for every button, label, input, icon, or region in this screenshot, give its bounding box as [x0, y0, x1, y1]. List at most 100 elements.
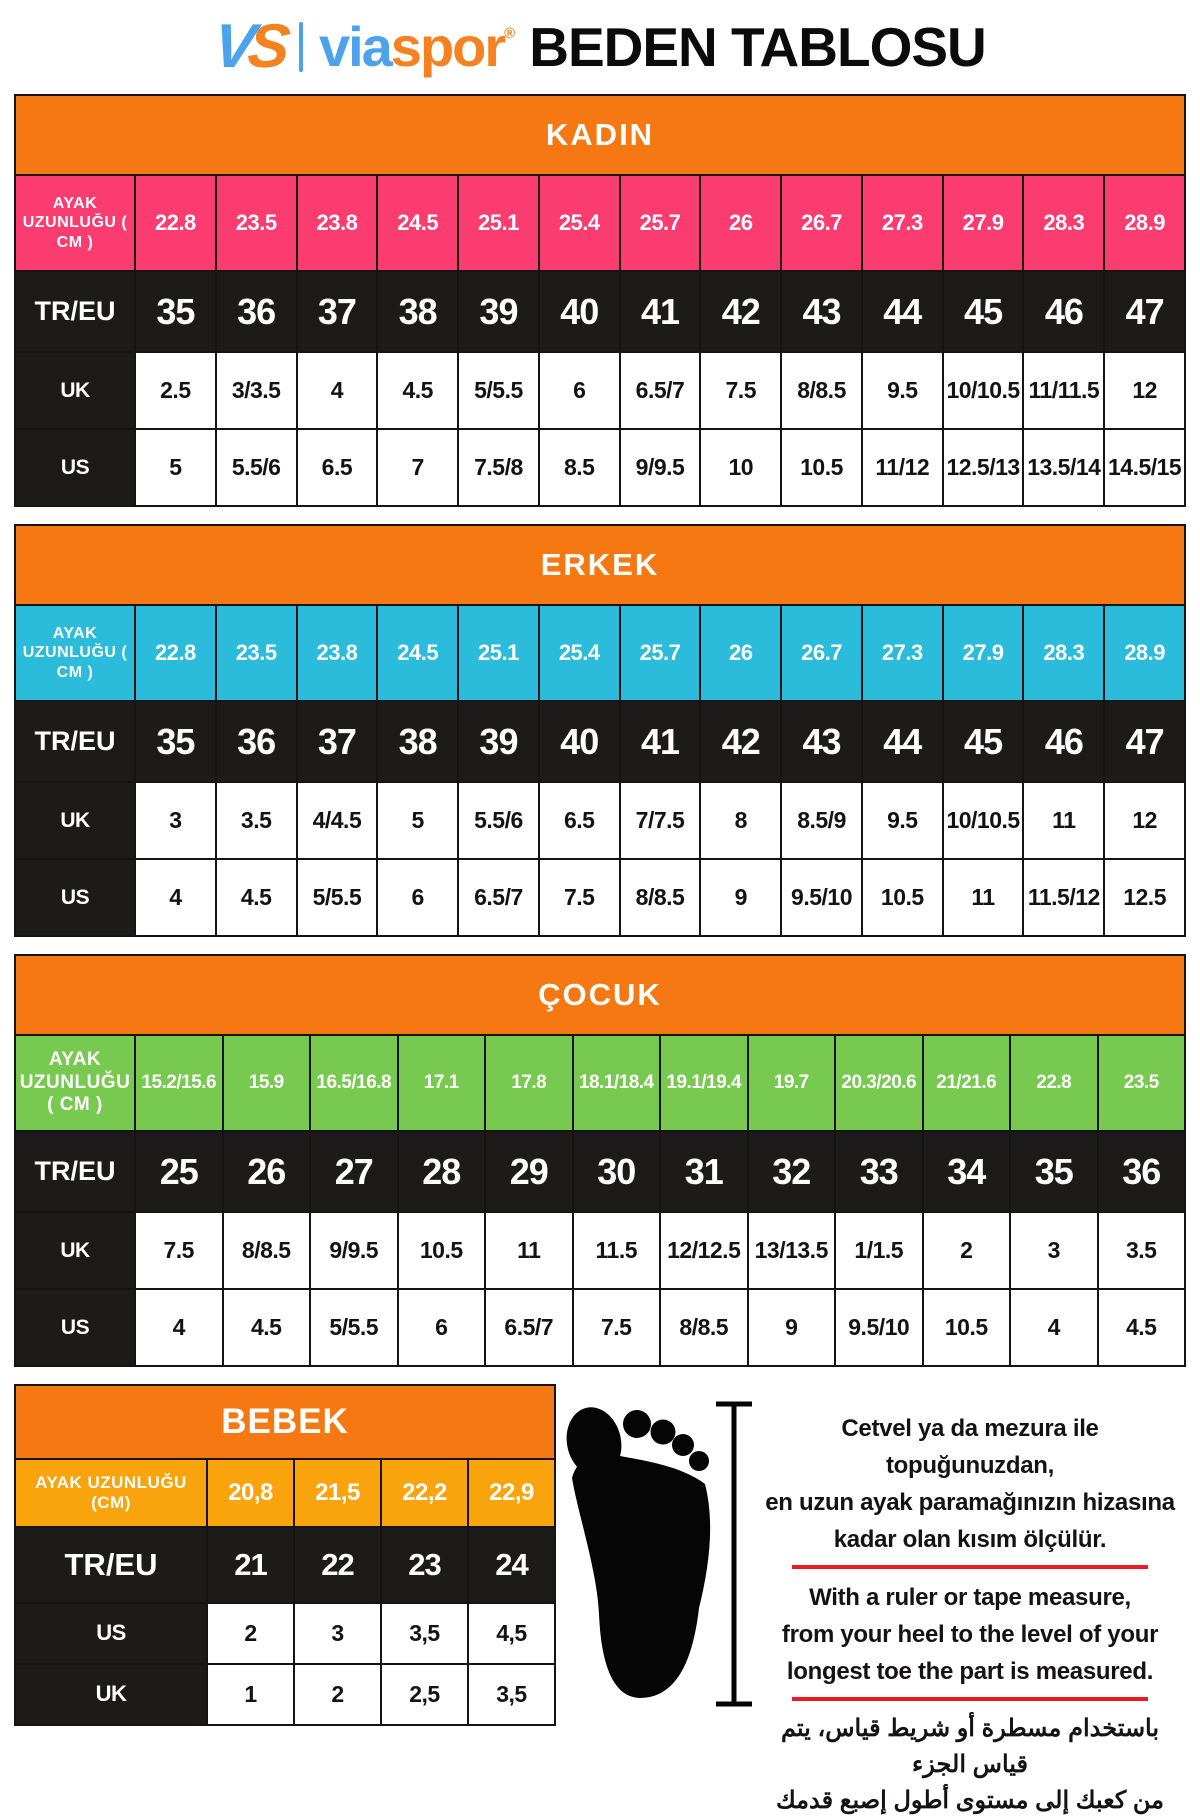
cocuk-cm-cell: 19.1/19.4: [659, 1036, 747, 1130]
erkek-uk-cell: 10/10.5: [941, 783, 1023, 858]
erkek-uk-cell: 4/4.5: [295, 783, 377, 858]
wordmark-spor: spor: [390, 15, 506, 78]
bebek-row-us: US 2 3 3,5 4,5: [16, 1602, 554, 1663]
erkek-us-cell: 9: [699, 860, 780, 935]
erkek-tr-eu-cell: 47: [1103, 702, 1184, 781]
cocuk-row-cm: AYAK UZUNLUĞU ( CM ) 15.2/15.6 15.9 16.5/16…: [16, 1034, 1184, 1130]
kadin-tr-eu-cell: 35: [134, 272, 215, 351]
kadin-cm-cell: 25.7: [618, 176, 700, 270]
kadin-uk-cell: 2.5: [134, 353, 215, 428]
cocuk-cm-cell: 15.9: [221, 1036, 310, 1130]
erkek-tr-eu-cell: 38: [376, 702, 457, 781]
kadin-us-cell: 10: [699, 430, 780, 505]
erkek-cm-cell: 25.7: [618, 606, 700, 700]
erkek-row-cm: AYAK UZUNLUĞU ( CM ) 22.8 23.5 23.8 24.5 25.1…: [16, 604, 1184, 700]
kadin-us-cell: 6.5: [295, 430, 377, 505]
kadin-cm-cell: 26.7: [780, 176, 861, 270]
kadin-row-uk: UK 2.5 3/3.5 4 4.5 5/5.5 6 6.5/7 7.5 8/8.5 9.5 10/1…: [16, 351, 1184, 428]
kadin-row-us: US 5 5.5/6 6.5 7 7.5/8 8.5 9/9.5 10 10.5 11/12 12.5…: [16, 428, 1184, 505]
erkek-cm-cell: 26.7: [780, 606, 861, 700]
erkek-tr-eu-cell: 46: [1022, 702, 1103, 781]
cocuk-tr-eu-cell: 34: [921, 1132, 1010, 1211]
kadin-cm-cell: 25.1: [457, 176, 538, 270]
cocuk-us-cell: 4.5: [1096, 1290, 1185, 1365]
kadin-cm-cell: 27.3: [860, 176, 942, 270]
bebek-row-cm: AYAK UZUNLUĞU (CM) 20,8 21,5 22,2 22,9: [16, 1458, 554, 1526]
logo-letter-s: S: [245, 12, 287, 81]
kadin-uk-cell: 10/10.5: [941, 353, 1023, 428]
viaspor-wordmark: viaspor®: [319, 19, 515, 75]
erkek-us-cell: 11.5/12: [1022, 860, 1103, 935]
cocuk-us-row-label: US: [16, 1290, 134, 1365]
cocuk-us-cell: 8/8.5: [659, 1290, 747, 1365]
instruction-ar-line: من كعبك إلى مستوى أطول إصبع قدمك: [775, 1787, 1165, 1814]
cocuk-uk-cell: 9/9.5: [309, 1213, 397, 1288]
instruction-en-line: longest toe the part is measured.: [786, 1658, 1154, 1685]
kadin-tr-eu-cell: 37: [295, 272, 377, 351]
kadin-tr-eu-cell: 38: [376, 272, 457, 351]
bebek-cm-cell: 21,5: [293, 1460, 380, 1526]
kadin-us-cell: 9/9.5: [618, 430, 700, 505]
cocuk-uk-cell: 12/12.5: [659, 1213, 747, 1288]
cocuk-uk-cell: 13/13.5: [746, 1213, 835, 1288]
erkek-row-us: US 4 4.5 5/5.5 6 6.5/7 7.5 8/8.5 9 9.5/10 10.5 11 11…: [16, 858, 1184, 935]
instruction-ar-line: باستخدام مسطرة أو شريط قياس، يتم قياس ال…: [780, 1715, 1160, 1778]
kadin-uk-cell: 7.5: [699, 353, 780, 428]
measurement-figure: [564, 1398, 754, 1715]
cocuk-cm-cell: 19.7: [746, 1036, 835, 1130]
erkek-cm-cell: 25.4: [537, 606, 619, 700]
kadin-cm-cell: 22.8: [134, 176, 215, 270]
erkek-uk-cell: 7/7.5: [618, 783, 700, 858]
foot-icon: [566, 1407, 711, 1698]
erkek-tr-eu-cell: 42: [699, 702, 780, 781]
bebek-us-cell: 3,5: [380, 1604, 467, 1663]
cocuk-row-uk: UK 7.5 8/8.5 9/9.5 10.5 11 11.5 12/12.5 13/13.5 1…: [16, 1211, 1184, 1288]
bebek-us-cell: 3: [293, 1604, 380, 1663]
kadin-cm-cell: 27.9: [941, 176, 1023, 270]
kadin-cm-cell: 23.5: [214, 176, 296, 270]
kadin-uk-cell: 6: [537, 353, 619, 428]
erkek-row-tr-eu: TR/EU 35 36 37 38 39 40 41 42 43 44 45 46 47: [16, 700, 1184, 781]
erkek-uk-cell: 3.5: [214, 783, 296, 858]
bebek-us-cell: 2: [206, 1604, 293, 1663]
kadin-uk-cell: 6.5/7: [618, 353, 700, 428]
kadin-uk-cell: 4: [295, 353, 377, 428]
erkek-uk-cell: 3: [134, 783, 215, 858]
kadin-us-cell: 12.5/13: [941, 430, 1023, 505]
kadin-us-row-label: US: [16, 430, 134, 505]
erkek-cm-cell: 23.5: [214, 606, 296, 700]
erkek-cm-cell: 28.9: [1103, 606, 1184, 700]
kadin-uk-cell: 11/11.5: [1022, 353, 1103, 428]
erkek-uk-row-label: UK: [16, 783, 134, 858]
bebek-cm-cell: 20,8: [206, 1460, 293, 1526]
size-table-erkek: ERKEK AYAK UZUNLUĞU ( CM ) 22.8 23.5 23.8 24.…: [14, 524, 1186, 937]
instruction-tr-line: kadar olan kısım ölçülür.: [833, 1526, 1107, 1553]
kadin-uk-row-label: UK: [16, 353, 134, 428]
size-tables: KADIN AYAK UZUNLUĞU ( CM ) 22.8 23.5 23.8 24.…: [14, 94, 1186, 1819]
instruction-ar-block: باستخدام مسطرة أو شريط قياس، يتم قياس ال…: [758, 1711, 1182, 1819]
kadin-tr-eu-cell: 39: [457, 272, 538, 351]
bebek-tr-eu-cell: 23: [380, 1528, 467, 1602]
cocuk-tr-eu-cell: 32: [746, 1132, 835, 1211]
erkek-uk-cell: 6.5: [537, 783, 619, 858]
cocuk-tr-eu-cell: 36: [1096, 1132, 1185, 1211]
erkek-uk-cell: 8: [699, 783, 780, 858]
ruler-icon: [716, 1401, 752, 1707]
erkek-uk-cell: 11: [1022, 783, 1103, 858]
cocuk-cm-cell: 20.3/20.6: [834, 1036, 922, 1130]
erkek-tr-eu-cell: 37: [295, 702, 377, 781]
bebek-cm-cell: 22,2: [380, 1460, 467, 1526]
cocuk-us-cell: 4: [1009, 1290, 1097, 1365]
registered-mark: ®: [504, 25, 515, 42]
viaspor-logo-mark: VS: [211, 12, 287, 81]
kadin-tr-eu-row-label: TR/EU: [34, 296, 116, 327]
cocuk-tr-eu-cell: 31: [659, 1132, 747, 1211]
cocuk-us-cell: 9: [746, 1290, 835, 1365]
erkek-tr-eu-cell: 35: [134, 702, 215, 781]
bebek-us-row-label: US: [16, 1604, 206, 1663]
kadin-cm-row-label: AYAK UZUNLUĞU ( CM ): [22, 195, 128, 251]
kadin-tr-eu-cell: 47: [1103, 272, 1184, 351]
cocuk-cm-cell: 16.5/16.8: [309, 1036, 397, 1130]
erkek-tr-eu-cell: 36: [214, 702, 296, 781]
bebek-us-cell: 4,5: [467, 1604, 554, 1663]
